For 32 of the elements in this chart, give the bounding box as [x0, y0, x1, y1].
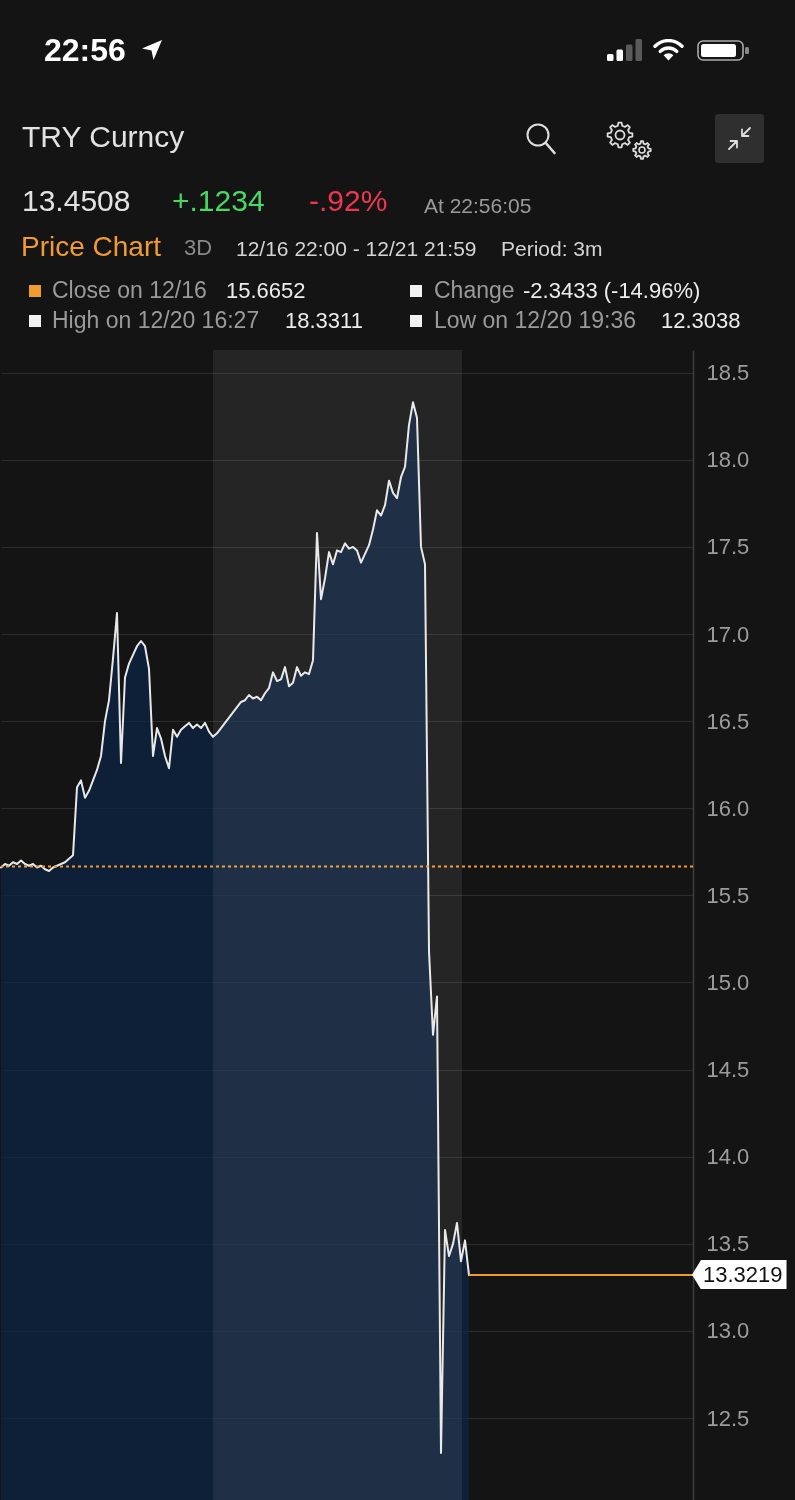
text: 13.4508 — [22, 183, 131, 220]
ref-line-label: 13.3219 — [692, 1259, 787, 1290]
y-tick-label: 13.5 — [706, 1231, 750, 1257]
y-tick-label: 12.5 — [706, 1405, 750, 1431]
chart-title: TRY Curncy — [22, 119, 185, 156]
text: +.1234 — [172, 183, 265, 220]
text: -2.3433 (-14.96%) — [523, 278, 701, 305]
text: Price Chart — [21, 230, 162, 265]
text: -.92% — [309, 183, 388, 220]
text: Low on 12/20 19:36 — [434, 307, 637, 336]
y-tick-label: 16.5 — [706, 708, 750, 734]
y-tick-label: 13.0 — [706, 1318, 750, 1344]
text: 12/16 22:00 - 12/21 21:59 — [236, 235, 477, 261]
text: Close on 12/16 — [52, 277, 207, 306]
text: 15.6652 — [226, 278, 306, 305]
text: At 22:56:05 — [424, 192, 532, 218]
y-tick-label: 14.5 — [706, 1057, 750, 1083]
text: 3D — [184, 235, 213, 262]
text: High on 12/20 16:27 — [52, 307, 260, 336]
y-tick-label: 17.0 — [706, 621, 750, 647]
text: Period: 3m — [501, 235, 603, 261]
y-tick-label: 18.0 — [706, 447, 750, 473]
y-tick-label: 14.0 — [706, 1144, 750, 1170]
text: Change — [434, 277, 515, 306]
y-tick-label: 16.0 — [706, 795, 750, 821]
text: 12.3038 — [661, 308, 741, 335]
y-tick-label: 17.5 — [706, 534, 750, 560]
y-tick-label: 15.0 — [706, 970, 750, 995]
y-tick-label: 18.5 — [706, 360, 750, 386]
text: 22:56 — [44, 31, 126, 70]
y-tick-label: 15.5 — [706, 882, 750, 908]
text: 18.3311 — [285, 308, 363, 335]
